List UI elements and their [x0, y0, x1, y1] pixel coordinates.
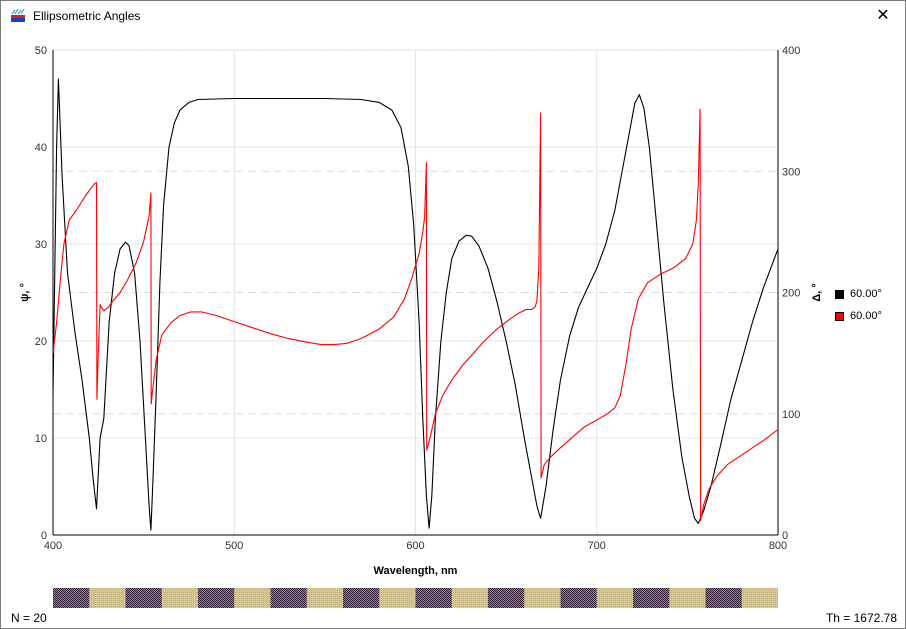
- layer-cell[interactable]: [705, 588, 743, 608]
- title-bar[interactable]: Ellipsometric Angles ✕: [1, 1, 905, 31]
- series-line-2: [52, 108, 779, 522]
- y-left-tick-label: 40: [35, 142, 47, 154]
- y-right-tick-label: 0: [782, 530, 788, 542]
- layer-count: N = 20: [11, 611, 47, 625]
- x-tick-label: 400: [44, 540, 62, 552]
- layer-cell[interactable]: [53, 588, 90, 608]
- window-title: Ellipsometric Angles: [33, 9, 141, 23]
- layer-cell[interactable]: [524, 588, 561, 608]
- layer-cell[interactable]: [198, 588, 235, 608]
- y-left-axis-label: ψ, °: [19, 283, 31, 302]
- y-left-tick-label: 50: [35, 45, 47, 57]
- layer-cell[interactable]: [161, 588, 199, 608]
- y-right-tick-label: 400: [782, 45, 800, 57]
- layer-cell[interactable]: [270, 588, 308, 608]
- layer-cell[interactable]: [125, 588, 163, 608]
- layer-cell[interactable]: [89, 588, 126, 608]
- y-left-tick-label: 20: [35, 336, 47, 348]
- legend-entry: 60.00°: [835, 283, 882, 305]
- legend-label: 60.00°: [850, 310, 882, 322]
- layer-cell[interactable]: [560, 588, 598, 608]
- series-line-1: [52, 78, 779, 531]
- layer-cell[interactable]: [596, 588, 634, 608]
- x-tick-label: 600: [406, 540, 424, 552]
- layer-cell[interactable]: [343, 588, 380, 608]
- close-icon[interactable]: ✕: [876, 7, 890, 24]
- layer-strip[interactable]: [53, 588, 778, 608]
- x-axis-label: Wavelength, nm: [374, 565, 458, 577]
- y-right-axis-label: Δ, °: [811, 283, 823, 301]
- layers-icon: [11, 9, 25, 22]
- layer-cell[interactable]: [741, 588, 778, 608]
- y-right-tick-label: 200: [782, 288, 800, 300]
- layer-cell[interactable]: [669, 588, 706, 608]
- y-left-tick-label: 10: [35, 433, 47, 445]
- thickness-readout: Th = 1672.78: [825, 611, 897, 625]
- y-left-tick-label: 0: [41, 530, 47, 542]
- x-tick-label: 700: [588, 540, 606, 552]
- legend-entry: 60.00°: [835, 305, 882, 327]
- legend-swatch: [835, 289, 844, 299]
- layer-cell[interactable]: [451, 588, 489, 608]
- layer-cell[interactable]: [633, 588, 670, 608]
- layer-cell[interactable]: [488, 588, 525, 608]
- x-tick-label: 800: [769, 540, 787, 552]
- layer-cell[interactable]: [379, 588, 416, 608]
- legend-label: 60.00°: [850, 288, 882, 300]
- layer-cell[interactable]: [306, 588, 344, 608]
- x-tick-label: 500: [225, 540, 243, 552]
- layer-cell[interactable]: [234, 588, 271, 608]
- chart: 400 500 600 700 800010203040500100200300400W…: [19, 45, 823, 577]
- y-right-tick-label: 300: [782, 166, 800, 178]
- legend: 60.00° 60.00°: [835, 283, 882, 327]
- y-left-tick-label: 30: [35, 239, 47, 251]
- layer-cell[interactable]: [415, 588, 453, 608]
- legend-swatch: [835, 311, 844, 321]
- y-right-tick-label: 100: [782, 409, 800, 421]
